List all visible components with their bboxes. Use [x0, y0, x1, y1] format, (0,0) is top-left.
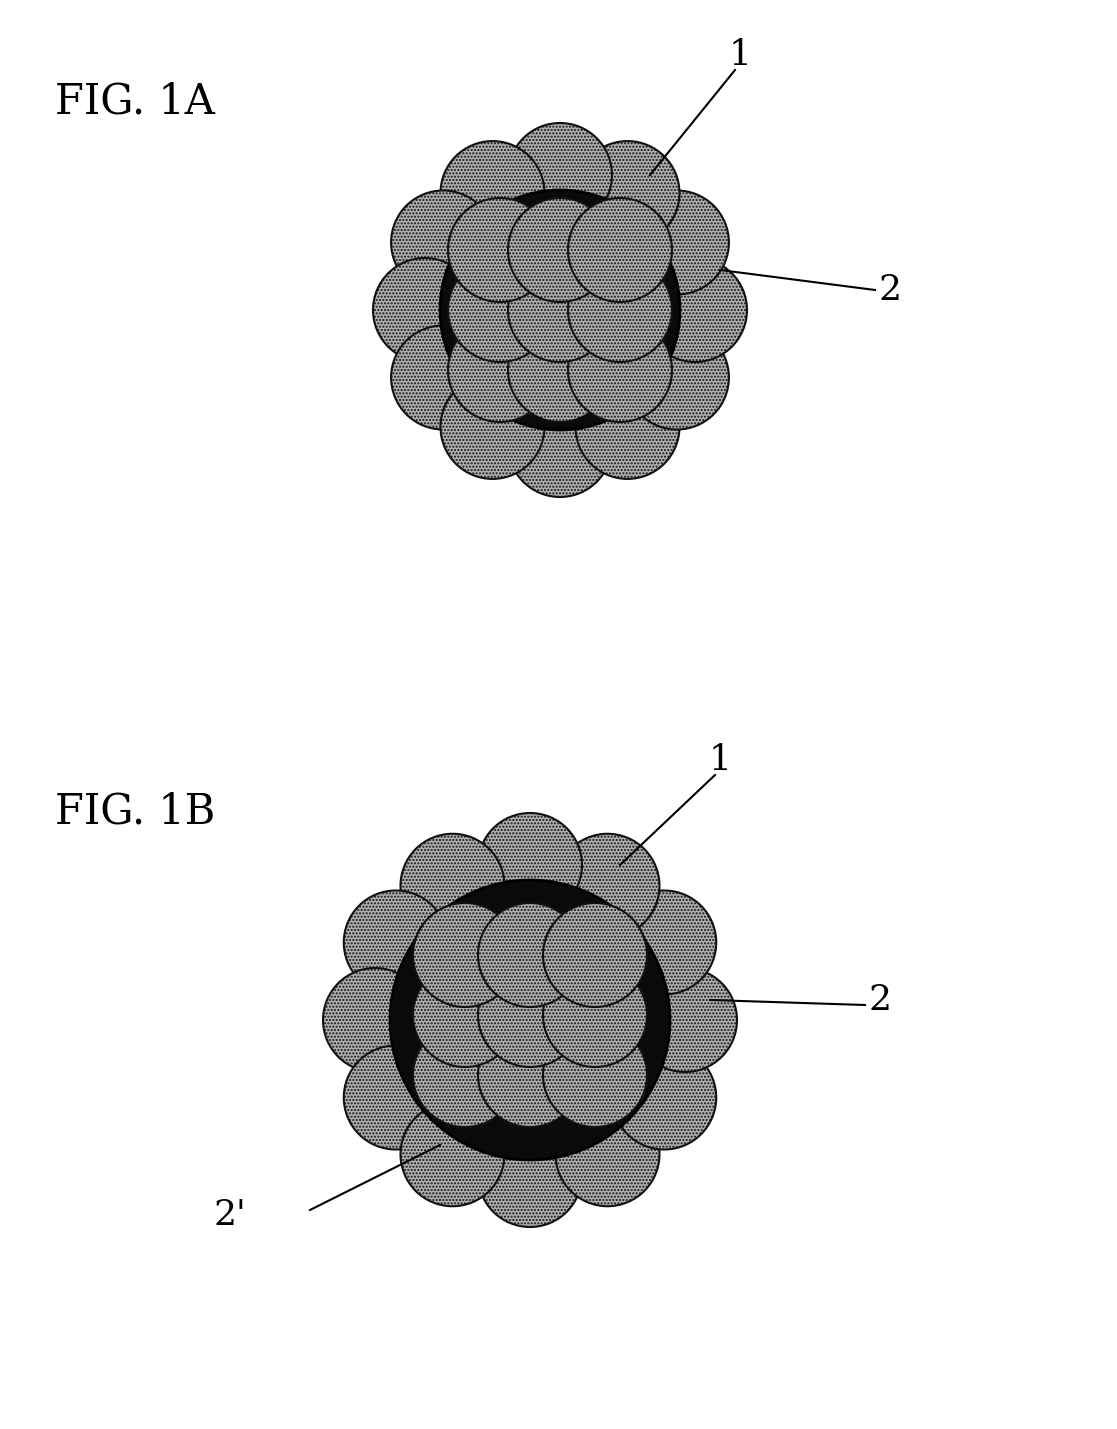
Text: 1: 1 — [728, 39, 752, 71]
Circle shape — [401, 1102, 505, 1206]
Circle shape — [448, 319, 552, 422]
Circle shape — [575, 141, 679, 246]
Circle shape — [508, 123, 612, 227]
Circle shape — [543, 963, 647, 1067]
Text: FIG. 1B: FIG. 1B — [55, 790, 216, 832]
Circle shape — [478, 963, 582, 1067]
Text: FIG. 1A: FIG. 1A — [55, 80, 214, 121]
Circle shape — [575, 374, 679, 479]
Circle shape — [508, 259, 612, 362]
Circle shape — [478, 1123, 582, 1228]
Circle shape — [508, 199, 612, 302]
Circle shape — [413, 903, 517, 1007]
Circle shape — [508, 393, 612, 497]
Circle shape — [413, 963, 517, 1067]
Circle shape — [612, 1046, 716, 1149]
Circle shape — [448, 199, 552, 302]
Circle shape — [391, 326, 495, 430]
Circle shape — [440, 374, 544, 479]
Circle shape — [323, 967, 427, 1072]
Circle shape — [555, 1102, 659, 1206]
Circle shape — [401, 833, 505, 937]
Text: 1: 1 — [708, 743, 732, 777]
Circle shape — [478, 903, 582, 1007]
Circle shape — [543, 1023, 647, 1127]
Circle shape — [373, 259, 477, 362]
Circle shape — [555, 833, 659, 937]
Circle shape — [569, 199, 672, 302]
Circle shape — [440, 141, 544, 246]
Circle shape — [440, 190, 680, 430]
Text: 2': 2' — [213, 1198, 247, 1232]
Circle shape — [390, 880, 670, 1160]
Circle shape — [624, 190, 729, 294]
Circle shape — [478, 813, 582, 917]
Text: 2: 2 — [878, 273, 901, 307]
Circle shape — [543, 903, 647, 1007]
Circle shape — [391, 190, 495, 294]
Circle shape — [478, 1023, 582, 1127]
Circle shape — [413, 1023, 517, 1127]
Circle shape — [344, 1046, 448, 1149]
Circle shape — [508, 319, 612, 422]
Circle shape — [344, 890, 448, 995]
Circle shape — [569, 319, 672, 422]
Text: 2: 2 — [869, 983, 891, 1017]
Circle shape — [569, 259, 672, 362]
Circle shape — [633, 967, 737, 1072]
Circle shape — [612, 890, 716, 995]
Circle shape — [448, 259, 552, 362]
Circle shape — [643, 259, 747, 362]
Circle shape — [624, 326, 729, 430]
